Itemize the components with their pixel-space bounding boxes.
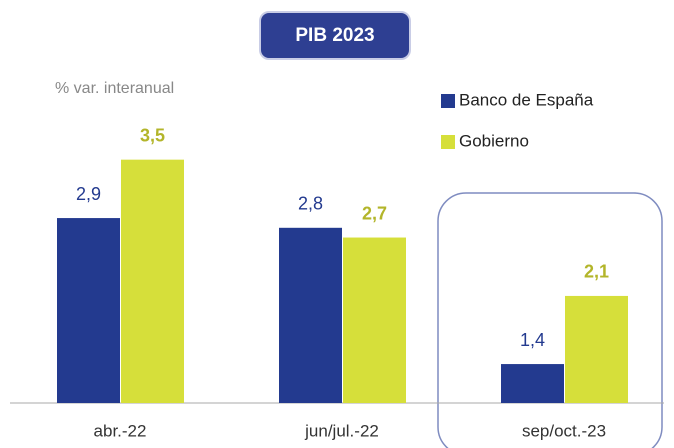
legend-swatch	[441, 94, 455, 108]
bar	[343, 237, 406, 403]
data-label: 2,8	[298, 194, 323, 214]
legend-label: Gobierno	[459, 131, 529, 150]
subtitle: % var. interanual	[55, 80, 174, 97]
bar	[501, 364, 564, 403]
bar	[57, 218, 120, 403]
x-tick-label: jun/jul.-22	[304, 421, 379, 440]
bar	[565, 295, 628, 403]
data-label: 2,1	[584, 262, 609, 282]
highlight-box	[437, 192, 663, 448]
data-label: 3,5	[140, 125, 165, 145]
data-label: 2,9	[76, 184, 101, 204]
legend-swatch	[441, 135, 455, 149]
legend-label: Banco de España	[459, 90, 594, 109]
chart-title: PIB 2023	[295, 25, 374, 46]
data-label: 1,4	[520, 330, 545, 350]
bar	[279, 227, 342, 403]
bar	[121, 159, 184, 403]
x-tick-label: sep/oct.-23	[522, 421, 606, 440]
data-label: 2,7	[362, 203, 387, 223]
x-tick-label: abr.-22	[94, 421, 147, 440]
title-box	[259, 11, 411, 60]
